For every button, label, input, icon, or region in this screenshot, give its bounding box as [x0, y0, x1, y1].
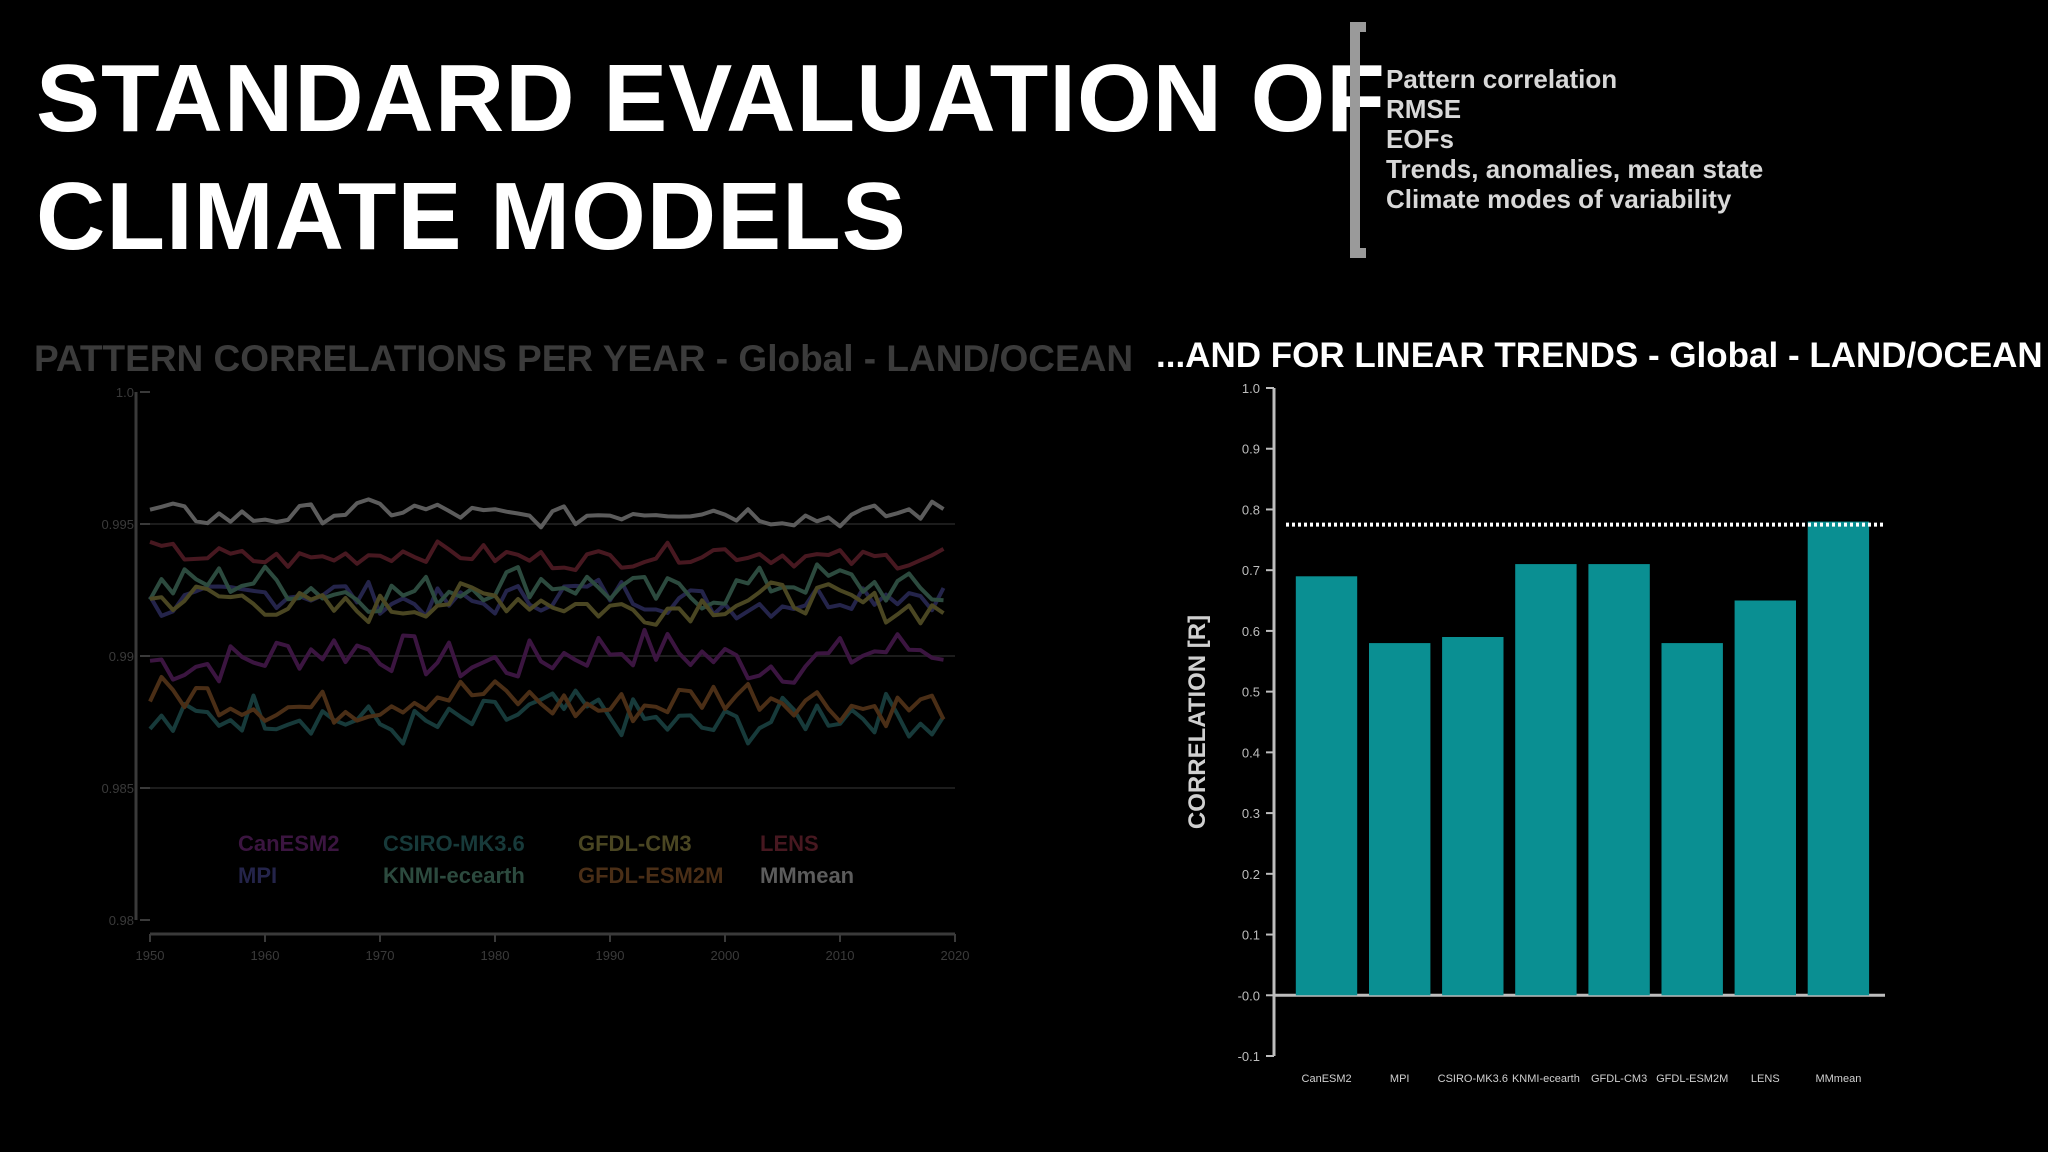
x-tick-label: KNMI-ecearth — [1512, 1073, 1580, 1085]
y-tick-label: 0.98 — [109, 913, 134, 928]
y-tick-label: -0.1 — [1238, 1049, 1260, 1064]
x-tick-label: 1950 — [136, 948, 165, 963]
bar — [1442, 637, 1504, 996]
bar — [1661, 643, 1723, 996]
series-line — [148, 688, 946, 746]
x-tick-label: 2010 — [826, 948, 855, 963]
x-tick-label: GFDL-ESM2M — [1656, 1073, 1728, 1085]
y-tick-label: 0.3 — [1242, 806, 1260, 821]
bar — [1515, 564, 1577, 996]
metric-item: RMSE — [1386, 94, 1462, 124]
bar-chart-title: ...AND FOR LINEAR TRENDS - Global - LAND… — [1156, 336, 2043, 375]
series-line — [149, 497, 945, 530]
x-tick-label: 2020 — [941, 948, 970, 963]
x-tick-label: GFDL-CM3 — [1591, 1073, 1647, 1085]
bar — [1807, 521, 1870, 996]
x-tick-label: MPI — [1390, 1073, 1410, 1085]
bar — [1588, 564, 1650, 996]
metric-item: EOFs — [1386, 124, 1454, 154]
legend-entry: CSIRO-MK3.6 — [383, 831, 525, 856]
x-tick-label: LENS — [1751, 1073, 1780, 1085]
y-tick-label: 0.995 — [101, 517, 134, 532]
metric-item: Climate modes of variability — [1386, 184, 1732, 214]
slide-title-line-1: STANDARD EVALUATION OF — [36, 45, 1386, 152]
y-tick-label: 0.1 — [1242, 928, 1260, 943]
series-line — [148, 562, 944, 614]
y-tick-label: 0.8 — [1242, 502, 1260, 517]
y-tick-label: -0.0 — [1238, 988, 1260, 1003]
line-chart: 0.98 0.985 0.99 0.995 1.0 1950 1960 1970 1980 199… — [101, 385, 970, 963]
y-tick-label: 0.5 — [1242, 685, 1260, 700]
series-line — [149, 539, 945, 573]
legend-entry: MPI — [238, 863, 277, 888]
series-line — [149, 627, 944, 685]
x-tick-label: MMmean — [1815, 1073, 1861, 1085]
bar — [1295, 576, 1358, 996]
y-tick-label: 0.7 — [1242, 563, 1260, 578]
x-tick-label: 1970 — [366, 948, 395, 963]
x-tick-label: CSIRO-MK3.6 — [1438, 1073, 1508, 1085]
y-tick-label: 1.0 — [116, 385, 134, 400]
legend-entry: MMmean — [760, 863, 854, 888]
y-tick-label: 0.99 — [109, 649, 134, 664]
metrics-list: Pattern correlation RMSE EOFs Trends, an… — [1386, 64, 1763, 214]
slide-title-line-2: CLIMATE MODELS — [36, 163, 907, 270]
y-tick-label: 0.2 — [1242, 867, 1260, 882]
x-tick-label: 1980 — [481, 948, 510, 963]
x-tick-label: 2000 — [711, 948, 740, 963]
bar — [1734, 600, 1796, 996]
bar-chart: 1.0 0.9 0.8 0.7 0.6 0.5 0.4 0.3 0.2 0.1 -0.0 -0.1 CO… — [1184, 381, 1885, 1085]
x-tick-label: 1960 — [251, 948, 280, 963]
y-tick-label: 1.0 — [1242, 381, 1260, 396]
bar — [1369, 643, 1431, 996]
bracket-decoration — [1350, 22, 1366, 258]
line-chart-title: PATTERN CORRELATIONS PER YEAR - Global -… — [34, 338, 1134, 379]
legend-entry: CanESM2 — [238, 831, 339, 856]
series-line — [148, 675, 946, 729]
y-tick-label: 0.4 — [1242, 745, 1260, 760]
y-tick-label: 0.985 — [101, 781, 134, 796]
y-tick-label: 0.6 — [1242, 624, 1260, 639]
y-axis-label: CORRELATION [R] — [1184, 615, 1211, 829]
x-tick-label: CanESM2 — [1302, 1073, 1352, 1085]
metric-item: Trends, anomalies, mean state — [1386, 154, 1764, 184]
legend-entry: GFDL-ESM2M — [578, 863, 723, 888]
metric-item: Pattern correlation — [1386, 64, 1618, 94]
y-tick-label: 0.9 — [1242, 442, 1260, 457]
x-tick-label: 1990 — [596, 948, 625, 963]
legend-entry: KNMI-ecearth — [383, 863, 525, 888]
legend-entry: LENS — [760, 831, 819, 856]
slide-title: STANDARD EVALUATION OF CLIMATE MODELS — [36, 40, 1386, 276]
series-line — [149, 580, 945, 627]
legend-entry: GFDL-CM3 — [578, 831, 692, 856]
